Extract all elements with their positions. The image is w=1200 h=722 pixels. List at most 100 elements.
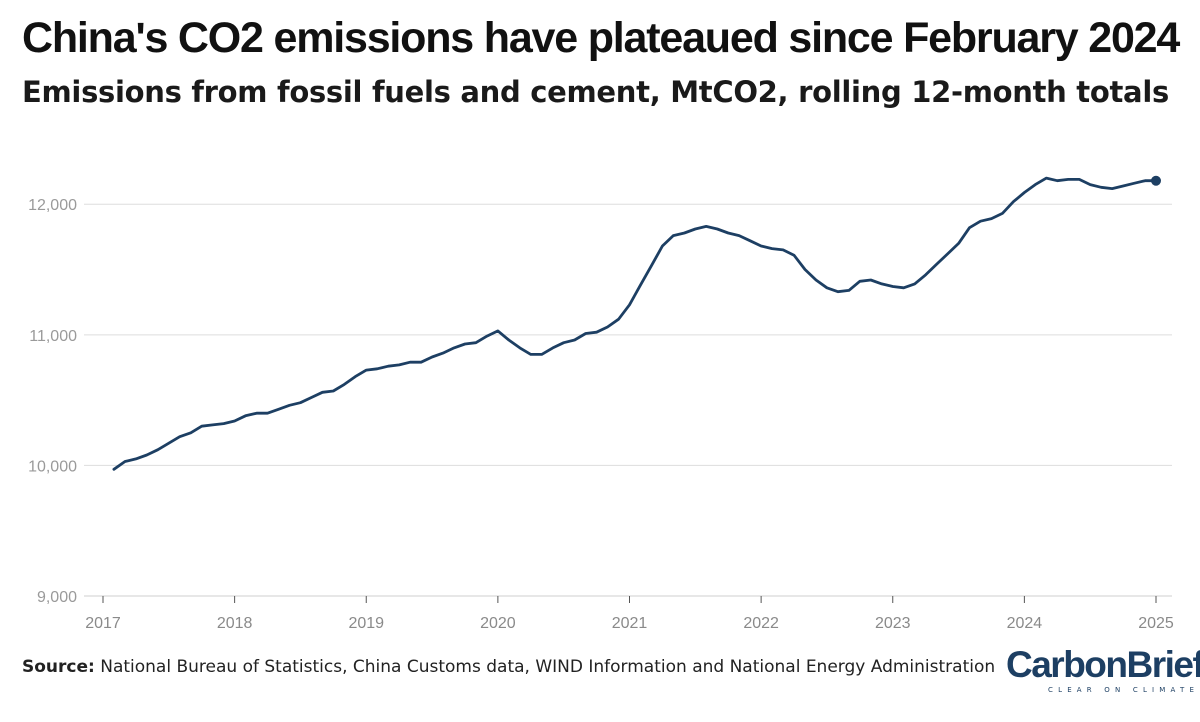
xtick-label: 2024: [1007, 615, 1043, 632]
data-point: [156, 448, 160, 452]
data-point: [1044, 176, 1048, 180]
data-point: [1099, 185, 1103, 189]
data-point: [288, 403, 292, 407]
data-point: [1066, 177, 1070, 181]
data-point: [989, 217, 993, 221]
source-note: Source: National Bureau of Statistics, C…: [22, 657, 995, 677]
data-point: [112, 467, 116, 471]
chart-title: China's CO2 emissions have plateaued sin…: [22, 14, 1180, 62]
data-point: [364, 368, 368, 372]
carbonbrief-logo[interactable]: CarbonBrief CLEAR ON CLIMATE: [1006, 645, 1200, 697]
data-point: [1033, 183, 1037, 187]
data-point: [178, 435, 182, 439]
data-point: [134, 457, 138, 461]
data-point: [386, 364, 390, 368]
data-point: [189, 431, 193, 435]
xtick-label: 2023: [875, 615, 911, 632]
data-point: [704, 224, 708, 228]
series-layer: [112, 175, 1161, 471]
data-point: [551, 346, 555, 350]
data-point: [638, 283, 642, 287]
data-point: [1000, 211, 1004, 215]
data-point: [342, 382, 346, 386]
data-point: [693, 227, 697, 231]
data-point: [595, 330, 599, 334]
data-point: [123, 459, 127, 463]
xtick-label: 2019: [348, 615, 384, 632]
data-point: [935, 262, 939, 266]
data-point: [320, 390, 324, 394]
data-point: [1110, 187, 1114, 191]
data-point: [880, 282, 884, 286]
xtick-label: 2021: [612, 615, 648, 632]
data-point: [1011, 200, 1015, 204]
data-point: [1055, 179, 1059, 183]
data-point: [967, 226, 971, 230]
source-label: Source:: [22, 657, 95, 677]
ytick-label: 11,000: [29, 328, 77, 345]
data-point: [836, 290, 840, 294]
data-point: [255, 411, 259, 415]
xtick-label: 2018: [217, 615, 253, 632]
data-point: [397, 363, 401, 367]
xtick-label: 2025: [1138, 615, 1174, 632]
data-point: [924, 273, 928, 277]
data-point: [649, 264, 653, 268]
data-point: [408, 360, 412, 364]
data-point: [737, 234, 741, 238]
y-axis-ticks: 9,000 10,000 11,000 12,000: [28, 197, 77, 606]
data-point: [726, 231, 730, 235]
ytick-label: 10,000: [28, 458, 77, 475]
data-point: [891, 285, 895, 289]
data-point: [946, 252, 950, 256]
data-point: [233, 419, 237, 423]
data-point: [902, 286, 906, 290]
data-point: [584, 332, 588, 336]
data-point: [682, 231, 686, 235]
data-point: [266, 411, 270, 415]
series-line: [112, 176, 1158, 471]
xtick-label: 2017: [85, 615, 121, 632]
data-point: [441, 351, 445, 355]
data-point: [573, 338, 577, 342]
data-point: [770, 247, 774, 251]
ytick-label: 12,000: [28, 197, 77, 214]
logo-tagline: CLEAR ON CLIMATE: [1048, 686, 1200, 694]
xtick-label: 2022: [743, 615, 779, 632]
ytick-label: 9,000: [37, 589, 77, 606]
data-point: [628, 303, 632, 307]
data-point: [375, 367, 379, 371]
data-point: [660, 244, 664, 248]
data-point: [913, 282, 917, 286]
data-point: [1132, 181, 1136, 185]
data-point: [145, 453, 149, 457]
data-point: [474, 341, 478, 345]
data-point: [1022, 190, 1026, 194]
data-point: [748, 239, 752, 243]
data-point: [1143, 179, 1147, 183]
data-point: [518, 346, 522, 350]
data-point: [496, 329, 500, 333]
data-point: [507, 338, 511, 342]
data-point: [452, 346, 456, 350]
data-point: [430, 355, 434, 359]
data-point: [814, 278, 818, 282]
x-axis-ticks: 2017 2018 2019 2020 2021 2022 2023 2024 2025: [85, 596, 1174, 632]
data-point: [759, 244, 763, 248]
data-point: [781, 248, 785, 252]
data-point: [715, 227, 719, 231]
data-point: [353, 375, 357, 379]
data-point: [562, 341, 566, 345]
data-point: [671, 234, 675, 238]
data-point: [309, 396, 313, 400]
data-point: [200, 424, 204, 428]
data-point: [1121, 184, 1125, 188]
data-point: [979, 219, 983, 223]
data-point: [331, 389, 335, 393]
data-point: [957, 241, 961, 245]
xtick-label: 2020: [480, 615, 516, 632]
data-point: [419, 360, 423, 364]
data-point: [222, 422, 226, 426]
data-point: [803, 268, 807, 272]
series-end-marker: [1151, 175, 1161, 186]
